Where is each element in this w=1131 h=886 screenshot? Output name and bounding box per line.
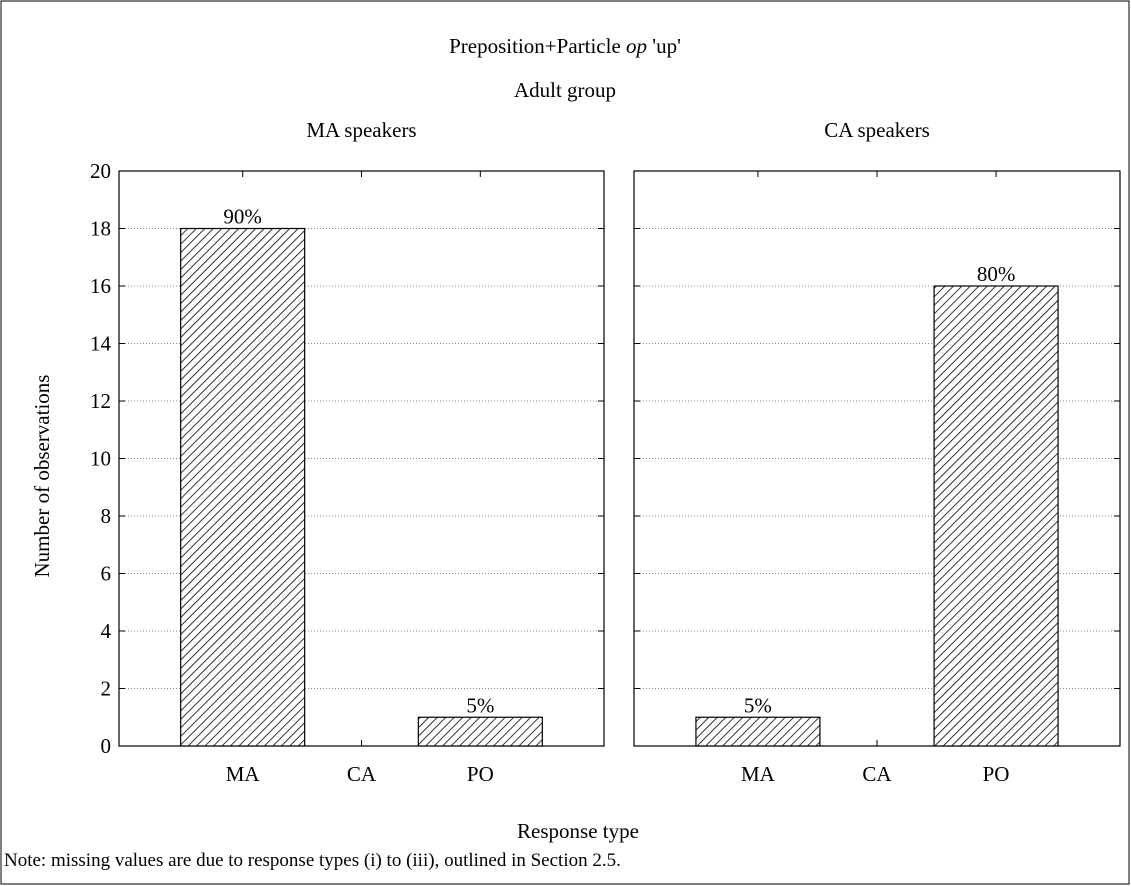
y-tick-label: 14 (90, 332, 112, 356)
y-tick-label: 20 (90, 159, 111, 183)
data-label: 5% (466, 693, 494, 717)
bar (180, 227, 306, 747)
y-tick-label: 4 (101, 619, 112, 643)
y-axis-label: Number of observations (30, 375, 54, 578)
x-tick-label: CA (862, 762, 892, 786)
data-label: 5% (744, 693, 772, 717)
footnote: Note: missing values are due to response… (4, 850, 621, 871)
panel-title: MA speakers (306, 118, 416, 142)
data-label: 80% (977, 262, 1016, 286)
chart-title-italic: op (626, 34, 647, 58)
y-tick-label: 10 (90, 447, 111, 471)
bar (417, 716, 543, 747)
y-tick-label: 6 (101, 562, 112, 586)
x-tick-label: MA (226, 762, 261, 786)
y-tick-label: 8 (101, 504, 112, 528)
x-tick-label: PO (983, 762, 1010, 786)
panel-1: CA speakers MA 5% CA PO 80% (633, 118, 1121, 786)
chart-subtitle: Adult group (514, 78, 616, 102)
x-tick-label: MA (741, 762, 776, 786)
bar (695, 716, 821, 747)
y-tick-label: 0 (101, 734, 112, 758)
panel-0: MA speakers 0 2 4 6 8 10 12 14 16 18 20 MA 90% CA PO 5% (90, 118, 605, 786)
y-tick-label: 18 (90, 217, 111, 241)
bar (933, 285, 1059, 747)
data-label: 90% (223, 205, 262, 229)
y-tick-label: 12 (90, 389, 111, 413)
panel-title: CA speakers (824, 118, 930, 142)
x-tick-label: PO (467, 762, 494, 786)
y-tick-label: 16 (90, 274, 111, 298)
x-tick-label: CA (347, 762, 377, 786)
y-tick-label: 2 (101, 677, 112, 701)
x-axis-label: Response type (517, 819, 639, 843)
chart-title: Preposition+Particle op 'up' (449, 34, 681, 58)
